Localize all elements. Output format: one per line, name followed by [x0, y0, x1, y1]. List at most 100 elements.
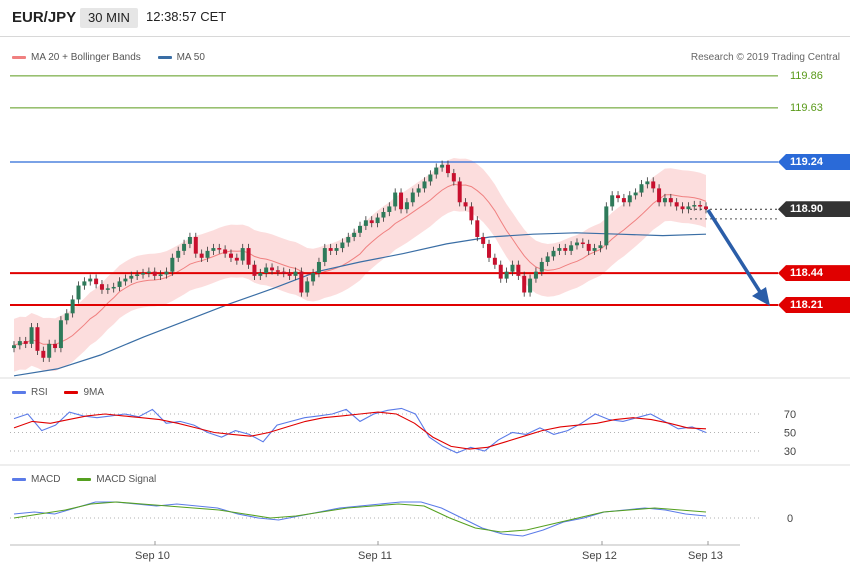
candle-body	[533, 271, 538, 279]
candle-body	[627, 195, 632, 203]
candle-body	[322, 248, 327, 262]
candle-body	[633, 192, 638, 196]
candle-body	[234, 257, 239, 261]
candle-body	[375, 217, 380, 224]
candle-body	[680, 206, 685, 210]
candle-body	[152, 271, 157, 276]
candle-body	[12, 345, 16, 349]
candle-body	[639, 184, 644, 193]
forecast-arrow-shaft	[706, 209, 764, 296]
candle-body	[604, 206, 609, 246]
candle-body	[522, 275, 527, 293]
candle-body	[580, 242, 585, 245]
macd-signal-line	[13, 501, 707, 533]
candle-body	[111, 286, 116, 289]
timeframe-badge[interactable]: 30 MIN	[80, 8, 138, 28]
candle-body	[574, 242, 579, 246]
candle-body	[569, 245, 574, 251]
candle-body	[674, 202, 679, 207]
macd-level-label: 0	[787, 513, 793, 525]
candle-body	[47, 343, 52, 358]
legend-macd-label: MACD	[31, 474, 61, 485]
candle-body	[70, 299, 75, 314]
forecast-arrow-head	[752, 287, 770, 306]
candle-body	[316, 261, 321, 274]
candle-body	[692, 205, 697, 207]
candle-body	[563, 248, 568, 251]
candle-body	[704, 206, 708, 210]
candle-body	[299, 271, 304, 293]
candle-body	[82, 281, 87, 286]
candle-body	[610, 195, 615, 207]
rsi-level-label-70: 70	[784, 409, 796, 421]
candle-body	[305, 281, 310, 293]
candle-body	[428, 174, 433, 182]
candle-body	[264, 267, 269, 274]
rsi-level-label-30: 30	[784, 446, 796, 458]
candle-body	[275, 270, 280, 272]
candle-body	[64, 313, 69, 321]
candle-body	[164, 271, 169, 275]
candle-body	[358, 225, 362, 233]
legend-swatch-rsi	[12, 390, 26, 394]
candle-body	[363, 220, 368, 226]
candle-body	[457, 181, 462, 203]
x-label-sep10: Sep 10	[135, 550, 170, 562]
bollinger-band	[14, 158, 706, 372]
x-label-sep13: Sep 13	[688, 550, 723, 562]
legend-rsi-label: RSI	[31, 387, 48, 398]
candle-body	[616, 195, 621, 199]
level-label-119-24: 119.24	[778, 154, 850, 170]
candle-body	[352, 232, 357, 237]
macd-legend: MACD MACD Signal	[12, 474, 156, 485]
candle-body	[217, 248, 222, 250]
candle-body	[146, 271, 151, 274]
candle-body	[35, 327, 40, 351]
candle-body	[504, 271, 509, 279]
candle-body	[657, 188, 662, 203]
candle-body	[369, 220, 374, 224]
candle-body	[23, 341, 28, 344]
candle-body	[528, 278, 533, 293]
candle-body	[487, 243, 492, 258]
rsi-line	[13, 407, 707, 454]
candle-body	[698, 205, 703, 207]
candle-body	[598, 245, 603, 249]
candle-body	[105, 288, 110, 290]
legend-macd-signal-label: MACD Signal	[96, 474, 157, 485]
legend-swatch-macd	[12, 477, 26, 481]
candle-body	[651, 181, 656, 189]
candle-body	[287, 273, 292, 276]
candle-body	[381, 211, 386, 218]
legend-swatch-9ma	[64, 390, 79, 394]
candle-body	[170, 257, 175, 272]
x-label-sep12: Sep 12	[582, 550, 617, 562]
candle-body	[469, 206, 474, 221]
candle-body	[551, 250, 556, 257]
candle-body	[545, 256, 550, 262]
candle-body	[481, 236, 486, 244]
candle-body	[123, 278, 128, 282]
level-label-118-44: 118.44	[778, 265, 850, 282]
rsi-legend: RSI 9MA	[12, 387, 104, 398]
candle-body	[498, 264, 503, 279]
candle-body	[88, 278, 93, 282]
candle-body	[205, 250, 210, 258]
candle-body	[41, 350, 46, 358]
ma50-line	[13, 232, 707, 377]
candle-body	[422, 181, 427, 189]
candle-body	[387, 206, 392, 212]
legend-ma50-label: MA 50	[176, 52, 205, 63]
header-divider	[0, 36, 850, 37]
candle-body	[223, 249, 228, 254]
candle-body	[668, 198, 673, 203]
candle-body	[586, 243, 591, 251]
candle-body	[434, 167, 439, 175]
candle-body	[187, 236, 192, 244]
symbol-title: EUR/JPY	[12, 9, 77, 26]
candle-body	[475, 220, 480, 237]
candle-body	[662, 198, 667, 203]
candle-body	[135, 274, 140, 276]
candle-body	[281, 271, 286, 274]
candle-body	[463, 202, 468, 207]
